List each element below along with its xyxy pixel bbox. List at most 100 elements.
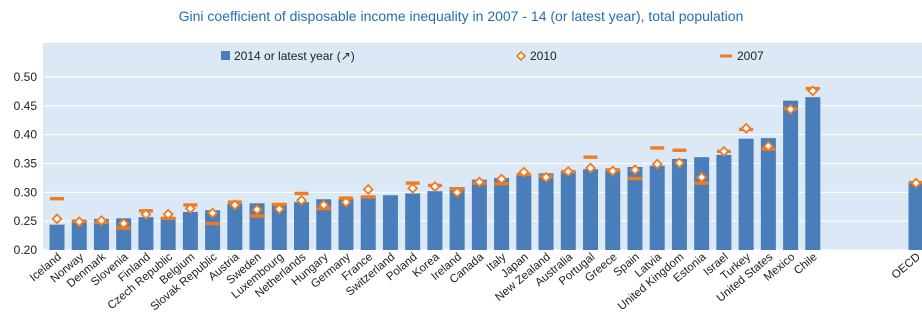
bar [116,218,132,250]
bar [805,97,821,250]
marker-2010 [718,145,730,157]
marker-2010 [651,158,663,170]
marker-2007 [672,148,687,152]
marker-2010 [451,186,463,198]
bar [738,138,754,250]
marker-2010 [696,171,708,183]
legend-swatch-dash [720,54,732,58]
marker-2010 [740,122,752,134]
bar [294,202,310,250]
bar [560,170,576,250]
marker-2010 [629,164,641,176]
marker-2010 [584,162,597,174]
bar [160,217,176,250]
bar [627,166,643,250]
y-tick-label: 0.45 [14,99,38,113]
marker-2010 [207,207,219,219]
bar [671,158,687,250]
bar [93,218,109,250]
y-tick-label: 0.40 [14,128,38,142]
bar [649,165,665,250]
x-axis: IcelandNorwayDenmarkSloveniaFinlandCzech… [28,251,922,314]
marker-2010 [140,208,152,220]
bar [538,173,554,250]
legend-label: 2010 [530,49,557,63]
marker-2010 [184,202,196,215]
legend: 2014 or latest year (↗) 2010 2007 [221,49,764,63]
bar [494,177,510,250]
bar [205,210,221,250]
marker-2010 [273,203,285,215]
bar [471,179,487,250]
y-tick-label: 0.25 [14,214,38,228]
marker-2007 [250,214,265,218]
marker-2010 [318,199,330,211]
marker-2010 [607,165,619,177]
y-axis: 0.20 0.25 0.30 0.35 0.40 0.45 0.50 [14,70,38,257]
y-tick-label: 0.35 [14,157,38,171]
bar [694,157,710,250]
marker-2010 [295,194,308,206]
marker-2010 [762,140,774,152]
legend-label: 2007 [737,49,764,63]
bar [583,169,599,250]
marker-2010 [807,85,819,97]
marker-2010 [540,171,552,183]
marker-2010 [95,215,108,227]
marker-2010 [340,196,352,208]
bar [449,187,465,250]
marker-2010 [518,166,530,178]
marker-2010 [562,166,574,178]
marker-2010 [73,216,85,228]
bar [227,203,243,250]
bar [316,199,332,250]
marker-2010 [251,204,263,216]
bar [382,195,398,250]
marker-2007 [650,146,665,150]
bar [49,224,65,250]
bar [716,154,732,250]
chart-title: Gini coefficient of disposable income in… [179,8,744,24]
marker-2010 [496,173,508,185]
marker-2010 [118,217,130,230]
bar [783,100,799,250]
bar [405,193,421,250]
bar [908,181,922,250]
marker-2007 [361,195,376,199]
marker-2010 [362,183,374,196]
legend-swatch-bar [221,51,230,60]
y-tick-label: 0.50 [14,70,38,84]
y-tick-label: 0.20 [14,243,38,257]
y-tick-label: 0.30 [14,185,38,199]
bar [138,217,154,250]
marker-2010 [429,180,441,193]
marker-2007 [205,221,220,226]
bar [271,203,287,250]
markers [50,85,922,230]
marker-2007 [294,191,309,196]
marker-2010 [51,213,63,225]
bars [49,97,922,250]
marker-2007 [627,176,642,181]
marker-2007 [694,181,709,185]
marker-2010 [473,176,485,188]
marker-2010 [910,177,922,189]
bar [605,169,621,250]
bar [516,175,532,250]
marker-2010 [162,208,174,220]
marker-2010 [785,103,797,115]
bar [360,195,376,250]
bar [338,198,354,250]
legend-label: 2014 or latest year (↗) [234,49,355,63]
marker-2010 [229,199,241,211]
bar [427,191,443,250]
marker-2010 [673,157,686,169]
bar [760,138,776,250]
marker-2010 [407,182,419,194]
bar [182,211,198,250]
x-category-label: OECD [890,251,922,282]
marker-2007 [50,196,64,201]
x-category-label: Chile [792,251,820,277]
marker-2007 [583,155,598,159]
